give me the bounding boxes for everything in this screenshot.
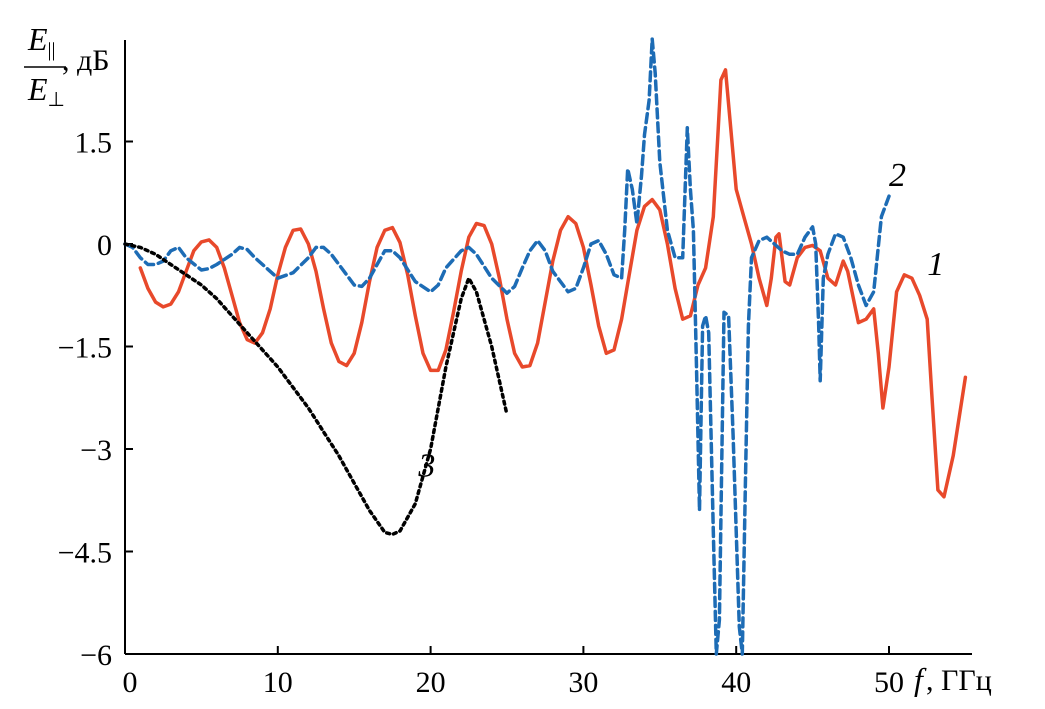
x-ticks: 0 10 20 30 40 50 [123,646,904,699]
curve-label-3: 3 [417,447,435,484]
axes: 0 10 20 30 40 50 −6 −4.5 −3 −1.5 0 1.5 [58,40,972,699]
series-1-line [138,68,968,499]
x-axis-title: f , ГГц [914,661,992,697]
series-2-line [123,37,891,656]
series-layer [123,37,968,656]
y-tick-label: −6 [80,639,112,672]
series-3-line [123,242,509,537]
curve-labels: 1 2 3 [417,157,944,484]
curve-label-2: 2 [889,157,906,194]
y-tick-label: 0 [97,229,112,262]
x-label-unit: , ГГц [926,664,992,697]
x-tick-label: 0 [123,666,138,699]
x-tick-label: 20 [416,666,446,699]
y-label-unit: , дБ [62,44,110,77]
x-tick-label: 40 [721,666,751,699]
x-tick-label: 10 [263,666,293,699]
x-tick-label: 30 [568,666,598,699]
y-tick-label: −1.5 [58,332,112,365]
y-axis-title: E|| E⊥ , дБ [24,21,110,111]
curve-label-1: 1 [927,246,944,283]
y-tick-label: 1.5 [75,127,113,160]
x-tick-label: 50 [874,666,904,699]
y-tick-label: −3 [80,434,112,467]
y-tick-label: −4.5 [58,537,112,570]
y-ticks: −6 −4.5 −3 −1.5 0 1.5 [58,127,133,672]
y-label-denominator: E⊥ [27,71,65,111]
y-label-numerator: E|| [27,21,56,61]
